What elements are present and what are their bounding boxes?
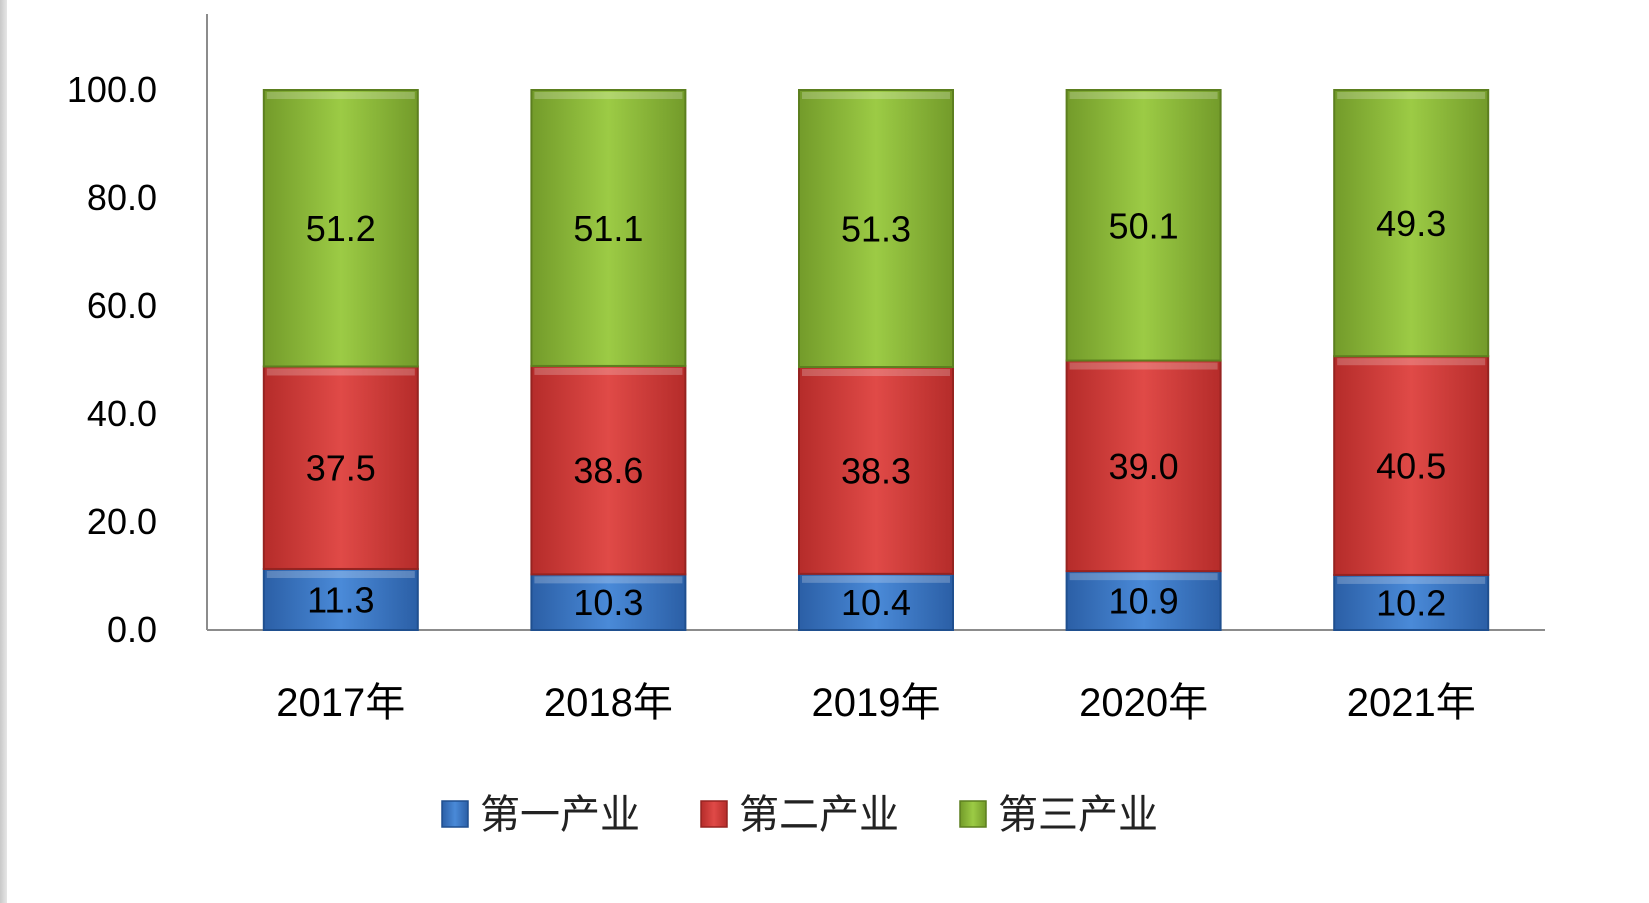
bar-segment-highlight: [802, 92, 950, 99]
y-tick-label: 100.0: [67, 69, 157, 110]
data-label: 10.9: [1109, 581, 1179, 622]
data-label: 38.6: [573, 450, 643, 491]
bar-segment-highlight: [1069, 362, 1218, 370]
bar-segment-tertiary: [1333, 89, 1490, 358]
bar-segment-highlight: [534, 576, 683, 584]
bar-segment-highlight: [802, 575, 950, 583]
bar-segment-highlight: [266, 570, 415, 578]
y-tick-label: 40.0: [87, 393, 157, 434]
bar-segment-secondary: [1065, 359, 1222, 573]
y-tick-label: 20.0: [87, 501, 157, 542]
axes: 0.0 20.0 40.0 60.0 80.0 100.0 2017年 2018年 2019年 2…: [67, 14, 1545, 725]
y-tick-label: 80.0: [87, 177, 157, 218]
data-label: 10.2: [1376, 582, 1446, 623]
legend-swatch-secondary: [700, 800, 728, 828]
bar-segment-tertiary: [798, 89, 954, 369]
page-edge: [0, 0, 7, 903]
x-category-label: 2017年: [276, 681, 405, 725]
data-label: 38.3: [841, 450, 911, 491]
bar-segment-tertiary: [530, 89, 687, 367]
data-label: 37.5: [306, 448, 376, 489]
bar-segment-highlight: [1337, 92, 1486, 99]
x-category-label: 2020年: [1079, 681, 1208, 725]
bar-segment-tertiary: [1065, 89, 1222, 362]
bar-segment-secondary: [1333, 355, 1490, 576]
data-label: 11.3: [307, 579, 374, 620]
bar-segment-primary: [262, 567, 419, 631]
data-label: 39.0: [1109, 446, 1179, 487]
bar-segment-highlight: [534, 367, 683, 375]
bar-segment-highlight: [1337, 576, 1486, 584]
data-label: 10.4: [841, 582, 911, 623]
data-label: 51.3: [841, 209, 911, 250]
bar-segment-highlight: [1069, 573, 1218, 581]
x-category-label: 2018年: [544, 681, 673, 725]
bar-segment-highlight: [266, 368, 415, 376]
bar-segment-secondary: [530, 364, 687, 576]
data-label: 49.3: [1376, 203, 1446, 244]
legend-swatch-primary: [441, 800, 469, 828]
bar-segment-highlight: [1069, 92, 1218, 99]
bar-segment-primary: [798, 572, 954, 632]
legend-label-secondary: 第二产业: [739, 792, 899, 838]
bar-segment-primary: [1065, 570, 1222, 632]
bars: [262, 89, 1490, 632]
bar-segment-tertiary: [262, 89, 419, 368]
legend: 第一产业 第二产业 第三产业: [441, 792, 1158, 838]
data-label: 51.1: [573, 208, 643, 249]
bar-segment-highlight: [802, 369, 950, 377]
data-labels: 11.3 37.5 51.2 10.3 38.6 51.1 10.4 38.3 51.3 10.9…: [306, 203, 1446, 623]
legend-swatch-tertiary: [959, 800, 987, 828]
x-category-label: 2021年: [1347, 681, 1476, 725]
data-label: 10.3: [573, 582, 643, 623]
data-label: 40.5: [1376, 446, 1446, 487]
y-tick-label: 60.0: [87, 285, 157, 326]
bar-segment-highlight: [1337, 358, 1486, 366]
data-label: 51.2: [306, 208, 376, 249]
bar-segment-highlight: [534, 92, 683, 99]
bar-segment-secondary: [262, 365, 419, 570]
y-tick-label: 0.0: [107, 609, 157, 650]
x-category-label: 2019年: [812, 681, 941, 725]
legend-label-tertiary: 第三产业: [998, 792, 1158, 838]
data-label: 50.1: [1109, 205, 1179, 246]
legend-label-primary: 第一产业: [480, 792, 640, 838]
bar-segment-highlight: [266, 92, 415, 99]
